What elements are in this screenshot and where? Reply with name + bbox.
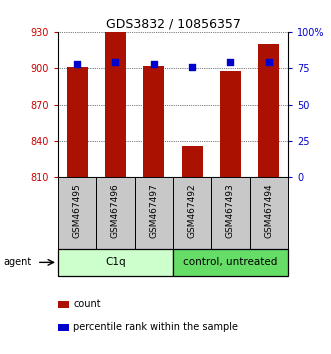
- Text: GSM467495: GSM467495: [72, 183, 82, 238]
- Bar: [143, 66, 164, 177]
- Bar: [58, 177, 96, 249]
- Text: GSM467494: GSM467494: [264, 183, 273, 238]
- Bar: [182, 146, 203, 177]
- Bar: [250, 177, 288, 249]
- Text: percentile rank within the sample: percentile rank within the sample: [73, 322, 238, 332]
- Text: control, untreated: control, untreated: [183, 257, 278, 267]
- Text: agent: agent: [3, 257, 31, 267]
- Text: GSM467497: GSM467497: [149, 183, 158, 238]
- Text: GSM467496: GSM467496: [111, 183, 120, 238]
- Point: [228, 59, 233, 65]
- Point: [266, 59, 271, 65]
- Bar: [58, 249, 173, 276]
- Text: C1q: C1q: [105, 257, 126, 267]
- Bar: [173, 177, 211, 249]
- Text: GSM467492: GSM467492: [188, 183, 197, 238]
- Point: [113, 59, 118, 65]
- Bar: [220, 71, 241, 177]
- Text: count: count: [73, 299, 101, 309]
- Bar: [211, 177, 250, 249]
- Point: [74, 61, 80, 67]
- Bar: [105, 32, 126, 177]
- Title: GDS3832 / 10856357: GDS3832 / 10856357: [106, 18, 240, 31]
- Bar: [96, 177, 135, 249]
- Bar: [258, 44, 279, 177]
- Point: [151, 61, 157, 67]
- Bar: [173, 249, 288, 276]
- Text: GSM467493: GSM467493: [226, 183, 235, 238]
- Bar: [67, 67, 88, 177]
- Point: [189, 64, 195, 70]
- Bar: [135, 177, 173, 249]
